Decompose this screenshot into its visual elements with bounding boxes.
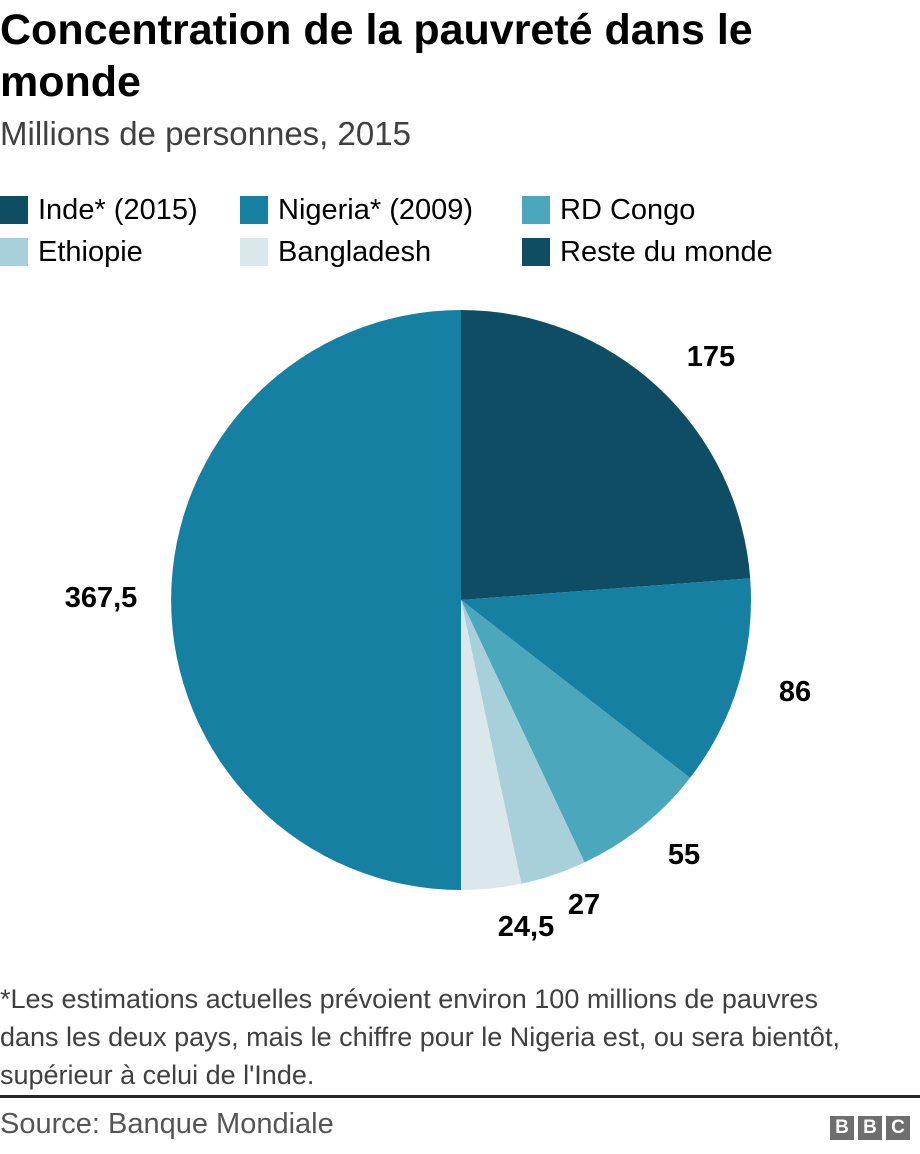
bbc-logo-block-2: B (858, 1116, 882, 1140)
legend-item-inde-2015: Inde* (2015) (0, 193, 240, 226)
footer-divider (0, 1095, 920, 1098)
legend-swatch (0, 196, 28, 224)
legend-item-label: Bangladesh (278, 235, 432, 268)
legend-swatch (0, 238, 28, 266)
legend-item-label: Ethiopie (38, 235, 143, 268)
legend-swatch (240, 196, 268, 224)
chart-title: Concentration de la pauvreté dans le mon… (0, 6, 753, 106)
pie-value-label-inde-2015: 175 (687, 341, 735, 373)
pie-value-label-bangladesh: 24,5 (498, 911, 554, 943)
pie-slice-inde-2015 (461, 310, 751, 600)
pie-value-label-reste-du-monde: 367,5 (65, 582, 138, 614)
pie-slice-ethiopie (461, 600, 585, 884)
pie-slice-reste-du-monde (171, 310, 462, 890)
pie-slice-rd-congo (461, 600, 691, 863)
legend-item-label: RD Congo (560, 193, 696, 226)
legend-item-label: Inde* (2015) (38, 193, 198, 226)
bbc-logo-block-3: C (886, 1116, 910, 1140)
pie-slice-nigeria-2009 (461, 578, 752, 778)
pie-value-label-rd-congo: 55 (668, 839, 700, 871)
legend-item-label: Nigeria* (2009) (278, 193, 474, 226)
bbc-logo-block-1: B (830, 1116, 854, 1140)
chart-subtitle: Millions de personnes, 2015 (0, 115, 411, 152)
pie-slice-bangladesh (461, 600, 522, 890)
legend-item-reste-du-monde: Reste du monde (522, 235, 920, 268)
source-label: Source: Banque Mondiale (0, 1108, 334, 1140)
pie-value-label-ethiopie: 27 (568, 889, 600, 921)
footnote: *Les estimations actuelles prévoient env… (0, 984, 840, 1090)
legend-item-rd-congo: RD Congo (522, 193, 920, 226)
legend-swatch (240, 238, 268, 266)
legend-swatch (522, 238, 550, 266)
pie-value-label-nigeria-2009: 86 (779, 676, 811, 708)
legend: Inde* (2015) Nigeria* (2009) RD Congo Et… (0, 193, 920, 268)
legend-item-ethiopie: Ethiopie (0, 235, 240, 268)
legend-item-nigeria-2009: Nigeria* (2009) (240, 193, 522, 226)
legend-item-label: Reste du monde (560, 235, 773, 268)
legend-item-bangladesh: Bangladesh (240, 235, 522, 268)
legend-swatch (522, 196, 550, 224)
